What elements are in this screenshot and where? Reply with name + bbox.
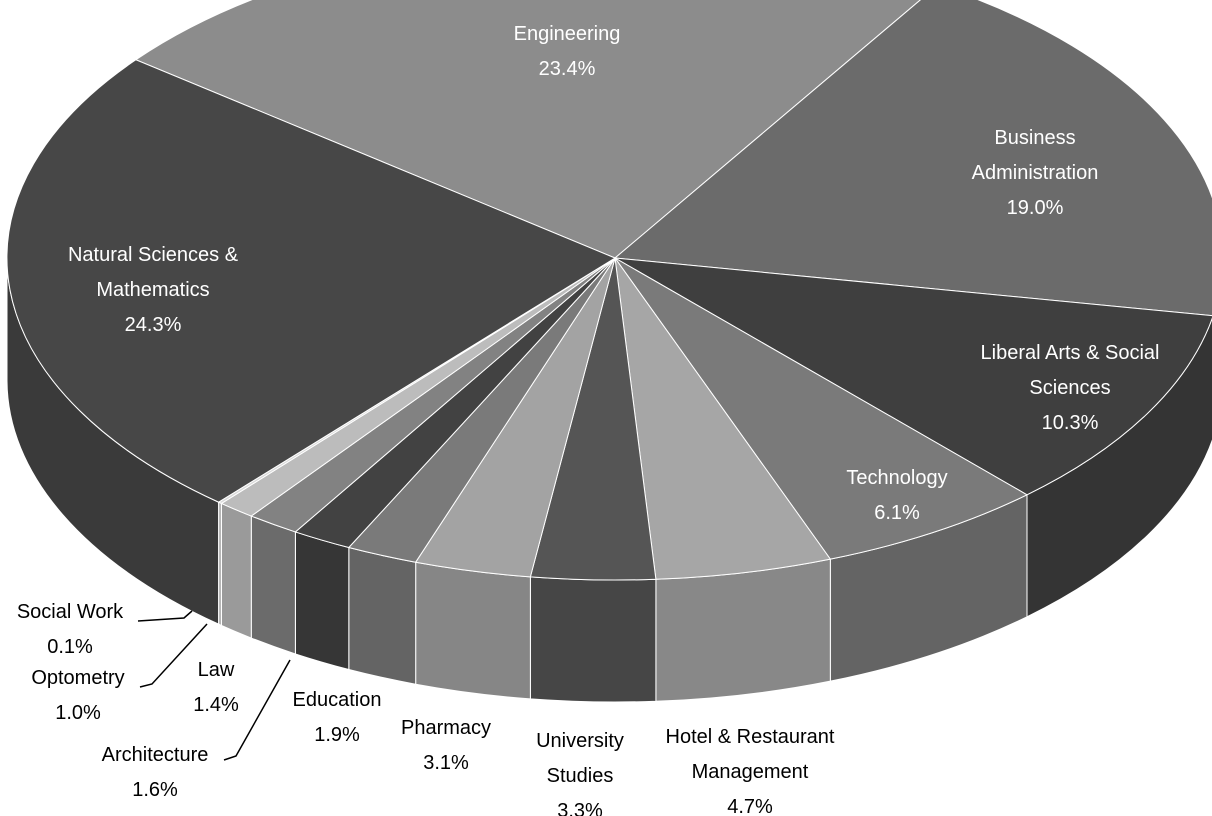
category-label: Hotel & Restaurant Management (665, 726, 835, 783)
slice (6, 59, 617, 503)
slice-label: Engineering 23.4% (467, 17, 667, 87)
category-label: Education (292, 689, 382, 711)
slice (614, 257, 832, 580)
slice-side (220, 502, 252, 639)
value-label: 3.1% (423, 752, 469, 774)
sides (6, 257, 1212, 703)
slice-label: Optometry 1.0% (8, 661, 148, 731)
leader-line (223, 659, 291, 761)
slice (614, 257, 1029, 560)
leader-line (137, 610, 193, 622)
slice-label: Education 1.9% (272, 683, 402, 753)
slice (134, 0, 922, 259)
slice-label: Social Work 0.1% (0, 595, 140, 665)
value-label: 4.7% (727, 796, 773, 816)
slice-label: Law 1.4% (176, 653, 256, 723)
category-label: Engineering (513, 23, 621, 45)
slice-side (294, 531, 350, 671)
category-label: Law (197, 659, 235, 681)
slice-label: Hotel & Restaurant Management 4.7% (635, 720, 865, 816)
slice-side (415, 561, 531, 700)
slice (614, 257, 1212, 496)
category-label: Architecture (101, 744, 209, 766)
slice-side (529, 576, 657, 703)
slice-side (250, 515, 296, 655)
leader-line (139, 623, 208, 688)
value-label: 1.9% (314, 724, 360, 746)
slice-label: Technology 6.1% (817, 461, 977, 531)
slice-label: University Studies 3.3% (520, 724, 640, 816)
tops (6, 0, 1212, 581)
category-label: Business Administration (971, 127, 1099, 184)
slice-label: Architecture 1.6% (80, 738, 230, 808)
slice-side (655, 558, 831, 702)
slice-side (348, 546, 417, 685)
slice-label: Business Administration 19.0% (935, 121, 1135, 226)
value-label: 1.4% (193, 694, 239, 716)
category-label: Technology (846, 467, 948, 489)
category-label: Social Work (16, 601, 124, 623)
slice-label: Natural Sciences & Mathematics 24.3% (18, 238, 288, 343)
value-label: 10.3% (1041, 412, 1099, 434)
slice-label: Liberal Arts & Social Sciences 10.3% (950, 336, 1190, 441)
value-label: 24.3% (124, 314, 182, 336)
value-label: 1.6% (132, 779, 178, 801)
category-label: Liberal Arts & Social Sciences (980, 342, 1160, 399)
leader-lines (137, 610, 291, 761)
slice (613, 0, 1212, 317)
value-label: 1.0% (55, 702, 101, 724)
value-label: 6.1% (874, 502, 920, 524)
category-label: Natural Sciences & Mathematics (67, 244, 239, 301)
value-label: 3.3% (557, 800, 603, 816)
value-label: 19.0% (1006, 197, 1064, 219)
category-label: Optometry (31, 667, 125, 689)
category-label: Pharmacy (400, 717, 492, 739)
slice-label: Pharmacy 3.1% (386, 711, 506, 781)
value-label: 23.4% (538, 58, 596, 80)
value-label: 0.1% (47, 636, 93, 658)
category-label: University Studies (536, 730, 624, 787)
